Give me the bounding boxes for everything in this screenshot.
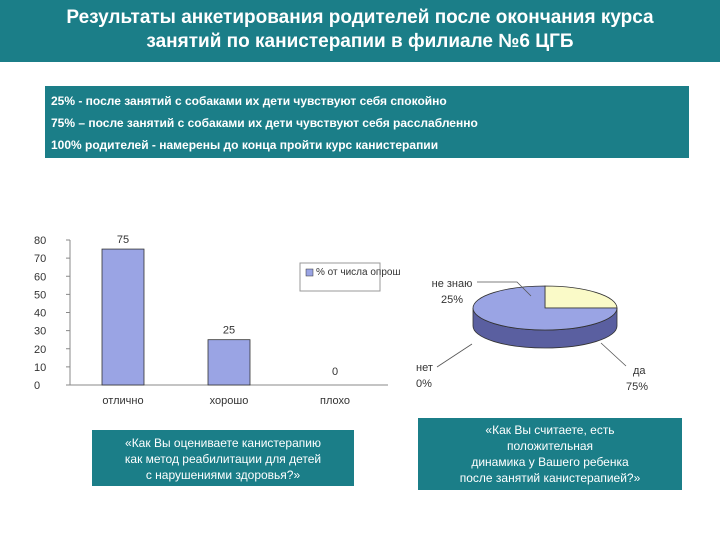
bar-caption-line-2: как метод реабилитации для детей — [124, 452, 322, 466]
pie-value-label: 75% — [626, 381, 648, 393]
y-tick-label: 80 — [34, 235, 46, 247]
x-tick-label: плохо — [320, 395, 350, 407]
summary-line-2: 75% – после занятий с собаками их дети ч… — [51, 116, 478, 130]
pie-category-label: да — [633, 365, 646, 377]
bar-caption-line-3: с нарушениями здоровья?» — [145, 468, 301, 482]
pie-chart-marks: не знаю 25% нет 0% да 75% — [416, 278, 648, 393]
bar-chart-marks: 75 отлично 25 хорошо 0 плохо — [101, 234, 350, 407]
bar-chart-caption: «Как Вы оцениваете канистерапию как мето… — [92, 430, 354, 486]
bar-chart-legend: % от числа опрошенных — [299, 262, 400, 292]
y-tick-label: 0 — [34, 380, 40, 392]
y-tick-label: 40 — [34, 308, 46, 320]
legend-box — [299, 262, 381, 292]
bar-data-label: 25 — [223, 325, 235, 337]
pie-leader-line — [600, 342, 627, 367]
y-tick-label: 20 — [34, 344, 46, 356]
pie-category-label: не знаю — [432, 278, 473, 290]
x-tick-label: хорошо — [210, 395, 249, 407]
bar-caption-line-1: «Как Вы оцениваете канистерапию — [125, 436, 321, 450]
summary-box: 25% - после занятий с собаками их дети ч… — [45, 86, 689, 158]
pie-leader-line — [436, 343, 473, 368]
y-tick-label: 70 — [34, 253, 46, 265]
pie-caption-line-4: после занятий канистерапией?» — [459, 471, 641, 485]
bar — [207, 339, 251, 386]
pie-value-label: 25% — [441, 294, 463, 306]
bar — [101, 248, 145, 386]
pie-category-label: нет — [416, 362, 433, 374]
legend-swatch — [305, 268, 314, 277]
pie-leader-line — [477, 281, 532, 297]
bar-chart-axes: 0 10 20 30 40 50 60 70 80 — [34, 235, 388, 392]
pie-slice — [472, 285, 618, 331]
bar-data-label: 75 — [117, 234, 129, 246]
pie-caption-line-1: «Как Вы считаете, есть — [485, 423, 615, 437]
bar-chart: 0 10 20 30 40 50 60 70 80 75 отлично 25 хорошо 0 плох… — [34, 234, 400, 407]
pie-slice — [544, 285, 618, 309]
legend-label: % от числа опрошенных — [316, 267, 400, 278]
title-banner: Результаты анкетирования родителей после… — [0, 0, 720, 62]
bar-data-label: 0 — [332, 366, 338, 378]
pie-chart-caption: «Как Вы считаете, есть положительная дин… — [418, 418, 682, 490]
pie-chart: не знаю 25% нет 0% да 75% — [416, 278, 648, 393]
pie-caption-line-3: динамика у Вашего ребенка — [471, 455, 629, 469]
summary-line-3: 100% родителей - намерены до конца пройт… — [51, 138, 439, 152]
pie-caption-line-2: положительная — [506, 439, 593, 453]
y-tick-label: 60 — [34, 271, 46, 283]
y-tick-label: 50 — [34, 289, 46, 301]
x-tick-label: отлично — [102, 395, 143, 407]
summary-line-1: 25% - после занятий с собаками их дети ч… — [51, 94, 447, 108]
page-title: Результаты анкетирования родителей после… — [20, 6, 700, 54]
title-line-1: Результаты анкетирования родителей после… — [66, 7, 654, 28]
pie-value-label: 0% — [416, 378, 432, 390]
y-tick-label: 30 — [34, 326, 46, 338]
y-tick-label: 10 — [34, 362, 46, 374]
title-line-2: занятий по канистерапии в филиале №6 ЦГБ — [146, 31, 574, 52]
